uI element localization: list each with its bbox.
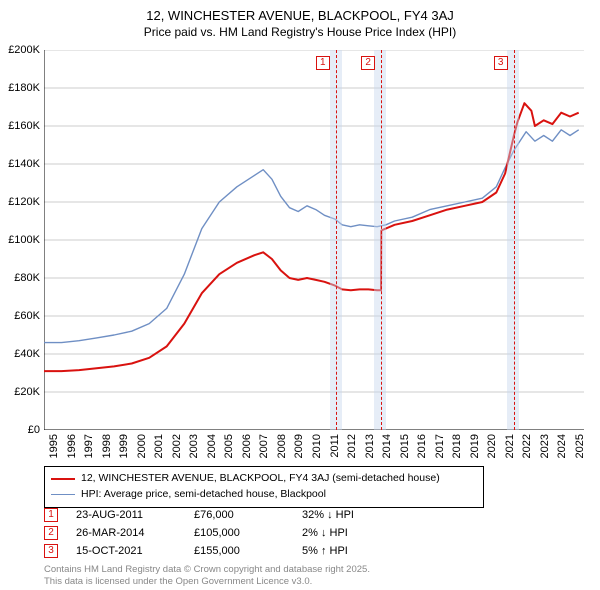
legend-swatch xyxy=(51,478,75,480)
x-tick-label: 2015 xyxy=(399,434,411,458)
event-number-box: 1 xyxy=(44,508,58,522)
y-tick-label: £80K xyxy=(14,272,40,284)
event-diff: 5% ↑ HPI xyxy=(302,545,392,557)
event-date: 15-OCT-2021 xyxy=(76,545,176,557)
y-tick-label: £200K xyxy=(8,44,40,56)
x-tick-label: 2005 xyxy=(223,434,235,458)
chart-area: 123 £0£20K£40K£60K£80K£100K£120K£140K£16… xyxy=(44,50,584,430)
event-row: 1 23-AUG-2011 £76,000 32% ↓ HPI xyxy=(44,508,392,522)
event-row: 3 15-OCT-2021 £155,000 5% ↑ HPI xyxy=(44,544,392,558)
event-price: £76,000 xyxy=(194,509,284,521)
x-tick-label: 1996 xyxy=(66,434,78,458)
event-diff: 2% ↓ HPI xyxy=(302,527,392,539)
event-number-box: 2 xyxy=(44,526,58,540)
x-tick-label: 2000 xyxy=(136,434,148,458)
x-tick-label: 2007 xyxy=(258,434,270,458)
x-tick-label: 2002 xyxy=(171,434,183,458)
x-tick-label: 1999 xyxy=(118,434,130,458)
event-number-box: 3 xyxy=(44,544,58,558)
x-tick-label: 2008 xyxy=(276,434,288,458)
y-tick-label: £60K xyxy=(14,310,40,322)
event-marker: 3 xyxy=(494,56,508,70)
x-tick-label: 2011 xyxy=(329,434,341,458)
x-tick-label: 2004 xyxy=(206,434,218,458)
event-table: 123-AUG-2011£76,00032% ↓ HPI226-MAR-2014… xyxy=(44,508,392,562)
x-tick-label: 2020 xyxy=(486,434,498,458)
y-tick-label: £160K xyxy=(8,120,40,132)
y-tick-label: £140K xyxy=(8,158,40,170)
event-vline xyxy=(381,50,382,430)
y-tick-label: £0 xyxy=(28,424,40,436)
x-tick-label: 2021 xyxy=(504,434,516,458)
y-tick-label: £40K xyxy=(14,348,40,360)
y-tick-label: £100K xyxy=(8,234,40,246)
x-tick-label: 2013 xyxy=(364,434,376,458)
x-tick-label: 2017 xyxy=(434,434,446,458)
x-tick-label: 2016 xyxy=(416,434,428,458)
chart-svg xyxy=(44,50,584,430)
x-tick-label: 2018 xyxy=(451,434,463,458)
legend-item: 12, WINCHESTER AVENUE, BLACKPOOL, FY4 3A… xyxy=(51,471,477,487)
x-tick-label: 2006 xyxy=(241,434,253,458)
title-block: 12, WINCHESTER AVENUE, BLACKPOOL, FY4 3A… xyxy=(0,0,600,39)
x-tick-label: 1995 xyxy=(48,434,60,458)
title-line-2: Price paid vs. HM Land Registry's House … xyxy=(0,25,600,39)
x-tick-label: 2003 xyxy=(188,434,200,458)
legend: 12, WINCHESTER AVENUE, BLACKPOOL, FY4 3A… xyxy=(44,466,484,508)
y-tick-label: £20K xyxy=(14,386,40,398)
x-tick-label: 2001 xyxy=(153,434,165,458)
legend-swatch xyxy=(51,494,75,495)
x-tick-label: 2012 xyxy=(346,434,358,458)
event-vline xyxy=(514,50,515,430)
x-tick-label: 2014 xyxy=(381,434,393,458)
event-date: 23-AUG-2011 xyxy=(76,509,176,521)
shaded-band xyxy=(374,50,386,430)
event-price: £155,000 xyxy=(194,545,284,557)
event-marker: 1 xyxy=(316,56,330,70)
y-tick-label: £120K xyxy=(8,196,40,208)
footer-line-1: Contains HM Land Registry data © Crown c… xyxy=(44,564,370,576)
y-tick-label: £180K xyxy=(8,82,40,94)
legend-label: HPI: Average price, semi-detached house,… xyxy=(81,487,326,503)
x-tick-label: 2022 xyxy=(521,434,533,458)
footer: Contains HM Land Registry data © Crown c… xyxy=(44,564,370,588)
x-tick-label: 2009 xyxy=(293,434,305,458)
legend-label: 12, WINCHESTER AVENUE, BLACKPOOL, FY4 3A… xyxy=(81,471,440,487)
x-tick-label: 2010 xyxy=(311,434,323,458)
x-tick-label: 2025 xyxy=(574,434,586,458)
x-tick-label: 2023 xyxy=(539,434,551,458)
event-date: 26-MAR-2014 xyxy=(76,527,176,539)
event-vline xyxy=(336,50,337,430)
chart-container: 12, WINCHESTER AVENUE, BLACKPOOL, FY4 3A… xyxy=(0,0,600,590)
event-diff: 32% ↓ HPI xyxy=(302,509,392,521)
x-tick-label: 2024 xyxy=(556,434,568,458)
x-tick-label: 2019 xyxy=(469,434,481,458)
title-line-1: 12, WINCHESTER AVENUE, BLACKPOOL, FY4 3A… xyxy=(0,8,600,23)
x-tick-label: 1997 xyxy=(83,434,95,458)
footer-line-2: This data is licensed under the Open Gov… xyxy=(44,576,370,588)
event-marker: 2 xyxy=(361,56,375,70)
event-price: £105,000 xyxy=(194,527,284,539)
legend-item: HPI: Average price, semi-detached house,… xyxy=(51,487,477,503)
event-row: 2 26-MAR-2014 £105,000 2% ↓ HPI xyxy=(44,526,392,540)
x-tick-label: 1998 xyxy=(101,434,113,458)
